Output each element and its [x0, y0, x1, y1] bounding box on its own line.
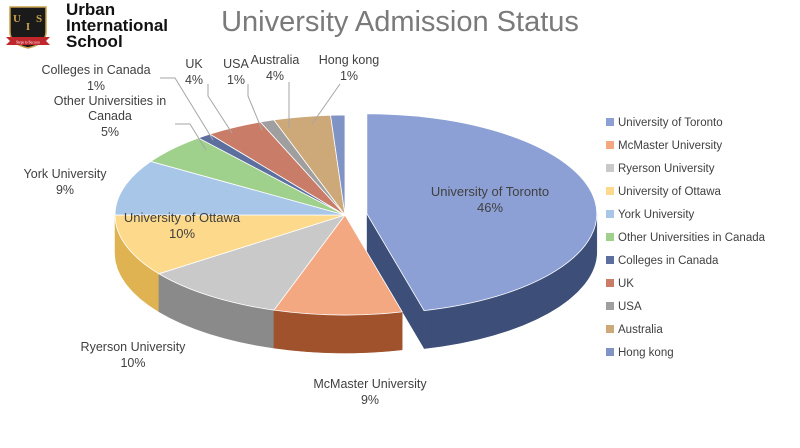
- legend-label: Australia: [618, 324, 663, 336]
- data-label-name: Ryerson University: [81, 340, 187, 354]
- data-label-value: 5%: [101, 125, 119, 139]
- legend-swatch: [606, 210, 614, 218]
- pie-slice-side: [273, 309, 403, 354]
- leader-line: [311, 83, 341, 125]
- legend-swatch: [606, 325, 614, 333]
- data-label-name: McMaster University: [313, 377, 427, 391]
- data-label-name: Hong kong: [319, 53, 380, 67]
- pie-slice: [330, 114, 346, 216]
- data-label-name: Other Universities in Canada: [54, 94, 167, 123]
- pie-slice: [366, 113, 598, 312]
- svg-text:Steps to Success: Steps to Success: [16, 41, 40, 45]
- legend-label: USA: [618, 301, 642, 313]
- pie-tops: [114, 113, 598, 316]
- data-label-value: 9%: [56, 183, 74, 197]
- data-label-value: 10%: [120, 356, 145, 370]
- legend-label: Colleges in Canada: [618, 255, 719, 267]
- pie-slice: [114, 160, 346, 216]
- data-label-name: UK: [185, 57, 203, 71]
- legend-swatch: [606, 279, 614, 287]
- legend-label: University of Ottawa: [618, 186, 721, 198]
- school-name-line: School: [66, 32, 123, 51]
- data-label-name: University of Ottawa: [124, 210, 241, 225]
- school-crest-icon: U I S Steps to Success: [6, 6, 50, 49]
- legend-swatch: [606, 164, 614, 172]
- legend-label: Hong kong: [618, 347, 674, 359]
- school-logo: U I S Steps to Success Urban Internation…: [4, 0, 184, 54]
- pie-slice: [157, 214, 347, 311]
- data-label-name: Colleges in Canada: [41, 63, 150, 77]
- data-label-name: Australia: [251, 53, 300, 67]
- data-label-value: 10%: [169, 226, 195, 241]
- leader-line: [175, 123, 207, 151]
- data-label-value: 9%: [361, 393, 379, 407]
- data-label-value: 1%: [227, 73, 245, 87]
- pie-slice: [114, 214, 346, 275]
- legend-swatch: [606, 118, 614, 126]
- data-label-value: 4%: [185, 73, 203, 87]
- legend: University of Toronto McMaster University…: [606, 117, 766, 359]
- legend-label: McMaster University: [618, 140, 722, 152]
- data-label-name: York University: [24, 167, 108, 181]
- data-label-value: 1%: [340, 69, 358, 83]
- legend-swatch: [606, 187, 614, 195]
- school-name-line: Urban: [66, 0, 116, 19]
- legend-swatch: [606, 233, 614, 241]
- leader-line: [160, 77, 214, 141]
- legend-label: York University: [618, 209, 695, 221]
- leader-line: [207, 84, 233, 134]
- legend-label: University of Toronto: [618, 117, 723, 129]
- svg-text:S: S: [36, 13, 42, 25]
- leader-line: [247, 84, 263, 131]
- leader-lines: [160, 77, 341, 151]
- pie-sides: [114, 213, 598, 354]
- data-label-value: 1%: [87, 79, 105, 93]
- data-label-value: 46%: [477, 200, 503, 215]
- data-label-value: 4%: [266, 69, 284, 83]
- svg-text:I: I: [26, 21, 30, 33]
- pie-slice: [273, 214, 403, 316]
- legend-label: UK: [618, 278, 634, 290]
- legend-swatch: [606, 256, 614, 264]
- chart-title: University Admission Status: [221, 6, 579, 38]
- legend-swatch: [606, 302, 614, 310]
- legend-swatch: [606, 141, 614, 149]
- legend-label: Other Universities in Canada: [618, 232, 766, 244]
- school-name: Urban International School: [66, 0, 169, 51]
- data-label-name: USA: [223, 57, 249, 71]
- pie-slice-wall: [366, 213, 425, 349]
- data-label-name: University of Toronto: [431, 184, 549, 199]
- legend-swatch: [606, 348, 614, 356]
- svg-text:U: U: [13, 13, 21, 25]
- legend-label: Ryerson University: [618, 163, 715, 175]
- school-name-line: International: [66, 16, 169, 35]
